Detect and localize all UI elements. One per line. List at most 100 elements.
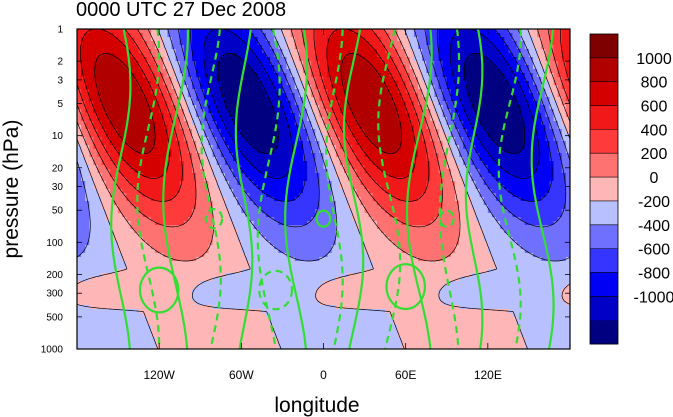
contour-fill-cell [278, 341, 403, 346]
contour-fill-cell [454, 33, 485, 38]
contour-fill-cell [475, 213, 493, 218]
contour-fill-cell [565, 193, 570, 198]
contour-fill-cell [77, 249, 86, 254]
contour-fill-cell [175, 53, 185, 58]
contour-fill-cell [146, 97, 156, 102]
contour-fill-cell [500, 181, 551, 186]
contour-fill-cell [557, 85, 563, 90]
contour-fill-cell [155, 145, 168, 150]
contour-fill-cell [471, 273, 570, 278]
contour-fill-cell [561, 53, 570, 58]
contour-fill-cell [167, 141, 181, 146]
contour-fill-cell [430, 73, 436, 78]
contour-fill-cell [496, 193, 514, 198]
contour-fill-cell [533, 173, 555, 178]
contour-fill-cell [196, 125, 205, 130]
contour-fill-cell [319, 65, 329, 70]
contour-fill-cell [196, 141, 201, 146]
y-axis-title: pressure (hPa) [0, 120, 23, 259]
contour-fill-cell [77, 241, 90, 246]
contour-fill-cell [257, 73, 267, 78]
contour-fill-cell [270, 41, 279, 46]
contour-fill-cell [352, 181, 362, 186]
contour-fill-cell [294, 37, 304, 42]
contour-fill-cell [77, 153, 82, 158]
contour-fill-cell [549, 189, 567, 194]
contour-fill-cell [311, 141, 320, 146]
contour-fill-cell [450, 149, 460, 154]
contour-fill-cell [97, 133, 107, 138]
contour-fill-cell [504, 229, 570, 234]
contour-fill-cell [360, 197, 374, 202]
contour-fill-cell [512, 93, 526, 98]
contour-fill-cell [294, 85, 304, 90]
contour-fill-cell [397, 81, 407, 86]
contour-fill-cell [331, 81, 345, 86]
contour-fill-cell [311, 145, 320, 150]
contour-fill-cell [294, 61, 304, 66]
contour-fill-cell [537, 157, 551, 162]
contour-fill-cell [307, 129, 316, 134]
contour-fill-cell [286, 73, 292, 78]
contour-fill-cell [438, 297, 563, 302]
contour-fill-cell [504, 77, 518, 82]
contour-fill-cell [417, 153, 427, 158]
contour-fill-cell [327, 253, 370, 258]
contour-fill-cell [167, 85, 173, 90]
contour-fill-cell [302, 145, 312, 150]
contour-fill-cell [77, 345, 156, 349]
contour-fill-cell [533, 253, 570, 258]
contour-fill-cell [204, 69, 218, 74]
contour-fill-cell [516, 241, 570, 246]
contour-fill-cell [426, 117, 431, 122]
colorbar-swatch [590, 296, 618, 321]
contour-fill-cell [442, 61, 452, 66]
contour-fill-cell [397, 33, 407, 38]
contour-fill-cell [142, 33, 152, 38]
contour-fill-cell [261, 309, 386, 314]
contour-fill-cell [134, 41, 148, 46]
contour-fill-cell [109, 137, 123, 142]
contour-fill-cell [77, 213, 90, 218]
contour-fill-cell [541, 121, 551, 126]
contour-fill-cell [368, 189, 386, 194]
contour-fill-cell [504, 57, 518, 62]
contour-fill-cell [77, 233, 90, 238]
contour-fill-cell [430, 161, 440, 166]
contour-fill-cell [537, 85, 542, 90]
green-solid-loop [315, 209, 332, 228]
contour-fill-cell [163, 121, 173, 126]
contour-fill-cell [101, 177, 115, 182]
contour-fill-cell [454, 189, 468, 194]
contour-fill-cell [553, 133, 563, 138]
contour-fill-cell [81, 69, 95, 74]
contour-fill-cell [196, 177, 205, 182]
contour-fill-cell [434, 101, 440, 106]
contour-fill-cell [557, 141, 567, 146]
contour-fill-cell [533, 77, 542, 82]
contour-fill-cell [549, 153, 563, 158]
contour-fill-cell [496, 161, 538, 166]
contour-fill-cell [491, 253, 534, 258]
contour-fill-cell [500, 53, 514, 58]
contour-fill-cell [294, 45, 308, 50]
contour-fill-cell [200, 157, 210, 162]
contour-fill-cell [360, 201, 378, 206]
contour-fill-cell [179, 29, 193, 34]
contour-fill-cell [335, 113, 345, 118]
contour-fill-cell [212, 145, 218, 150]
contour-fill-cell [430, 109, 436, 114]
contour-fill-cell [155, 137, 168, 142]
contour-fill-cell [175, 125, 181, 130]
contour-fill-cell [549, 117, 555, 122]
contour-fill-cell [483, 145, 501, 150]
contour-fill-cell [224, 141, 234, 146]
contour-fill-cell [196, 129, 205, 134]
contour-fill-cell [381, 185, 427, 190]
contour-fill-cell [339, 161, 349, 166]
contour-fill-cell [508, 85, 522, 90]
contour-fill-cell [311, 89, 320, 94]
contour-fill-cell [163, 117, 173, 122]
contour-fill-cell [409, 41, 419, 46]
contour-fill-cell [561, 157, 570, 162]
